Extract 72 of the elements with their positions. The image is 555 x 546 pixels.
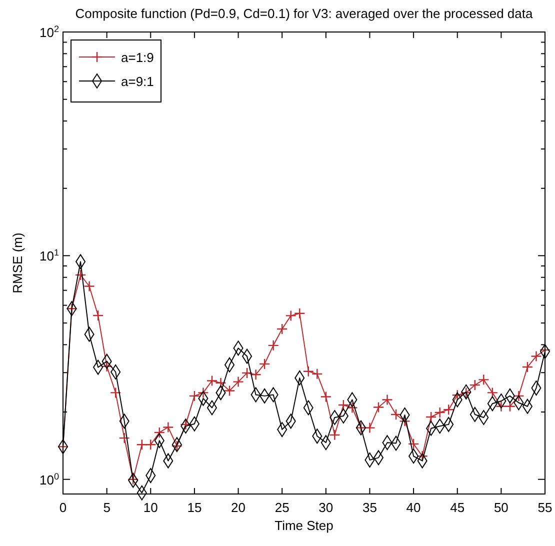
point	[250, 368, 262, 380]
x-tick-label: 45	[450, 500, 465, 515]
x-tick-label: 5	[103, 500, 110, 515]
point	[425, 411, 437, 423]
point	[198, 387, 209, 398]
point	[452, 390, 463, 401]
y-tick-label: 10$^{2}$	[39, 24, 59, 40]
point	[496, 400, 507, 412]
y-tick-label: 10$^{0}$	[39, 471, 59, 488]
point	[268, 340, 279, 352]
point	[128, 474, 139, 485]
point	[486, 387, 498, 398]
point	[118, 432, 130, 444]
point	[258, 358, 270, 370]
point	[285, 310, 296, 322]
point	[460, 387, 472, 398]
point	[513, 390, 524, 402]
point	[294, 308, 306, 319]
x-tick-label: 40	[406, 500, 421, 515]
x-tick-label: 20	[231, 500, 246, 515]
y-axis-title: RMSE (m)	[10, 232, 25, 294]
point	[372, 402, 384, 413]
point	[180, 418, 192, 430]
point	[408, 438, 420, 450]
point	[171, 440, 183, 452]
point	[530, 350, 542, 362]
point	[206, 375, 218, 386]
point	[399, 416, 410, 427]
x-tick-label: 15	[187, 500, 202, 515]
point	[145, 439, 156, 450]
point	[215, 377, 226, 388]
x-tick-label: 35	[362, 500, 377, 515]
point	[162, 422, 174, 433]
point	[188, 390, 200, 402]
point	[382, 394, 393, 406]
point	[329, 429, 340, 441]
point	[390, 408, 402, 420]
x-axis-title: Time Step	[274, 518, 334, 533]
point	[302, 366, 314, 377]
point	[478, 374, 490, 386]
point	[232, 376, 244, 388]
y-tick-label: 10$^{1}$	[39, 248, 59, 264]
point	[92, 310, 104, 322]
point	[276, 323, 288, 335]
point	[312, 368, 323, 380]
point	[338, 399, 350, 411]
point	[101, 360, 112, 372]
point	[154, 426, 165, 438]
x-tick-label: 55	[538, 500, 552, 515]
point	[136, 439, 148, 450]
legend-label: a=9:1	[121, 74, 154, 89]
point	[84, 280, 95, 292]
x-tick-label: 25	[274, 500, 290, 515]
legend-label: a=1:9	[121, 50, 154, 65]
x-tick-label: 30	[318, 500, 334, 515]
x-tick-label: 0	[59, 500, 67, 515]
point	[504, 400, 516, 412]
chart-title: Composite function (Pd=0.9, Cd=0.1) for V3: averaged over the processed data	[75, 6, 534, 21]
point	[416, 450, 428, 462]
x-tick-label: 50	[494, 500, 508, 515]
x-tick-label: 10	[143, 500, 158, 515]
point	[110, 387, 122, 398]
point	[443, 404, 454, 416]
point	[346, 402, 358, 414]
point	[469, 379, 480, 391]
point	[241, 367, 253, 379]
point	[74, 269, 86, 281]
point	[364, 422, 376, 434]
point	[434, 406, 446, 418]
point	[522, 361, 534, 373]
point	[224, 385, 236, 396]
point	[320, 391, 332, 402]
